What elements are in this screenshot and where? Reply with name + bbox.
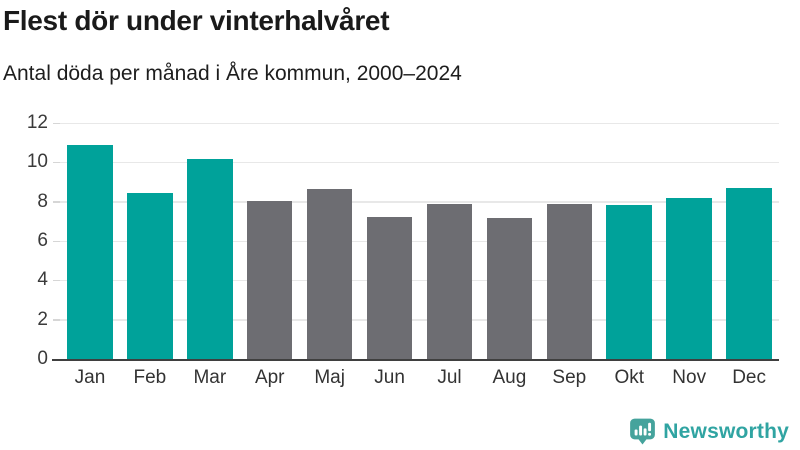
y-tick-mark-2: [53, 319, 60, 321]
bar-mar: [187, 159, 233, 359]
bar-slot-jan: [60, 123, 120, 359]
bar-okt: [606, 204, 653, 359]
x-axis-label-jul: Jul: [437, 367, 462, 388]
y-axis-label-8: 8: [37, 190, 48, 212]
x-axis-label-aug: Aug: [492, 367, 527, 388]
bar-jun: [366, 217, 413, 359]
bar-slot-maj: [300, 123, 360, 359]
bar-jan: [67, 144, 113, 359]
newsworthy-logo: Newsworthy: [629, 418, 789, 445]
bar-jul: [426, 203, 473, 359]
bar-slot-dec: [719, 123, 779, 359]
y-tick-mark-10: [53, 161, 60, 164]
y-tick-mark-8: [53, 201, 60, 203]
chart-title: Flest dör under vinterhalvåret: [3, 5, 390, 36]
y-axis-label-2: 2: [37, 308, 48, 330]
bar-slot-feb: [120, 123, 180, 359]
y-tick-mark-6: [53, 240, 60, 242]
chart-subtitle: Antal döda per månad i Åre kommun, 2000–…: [3, 62, 462, 85]
y-axis-label-6: 6: [37, 230, 48, 251]
x-axis-label-mar: Mar: [193, 367, 227, 388]
bar-series: [60, 123, 779, 359]
y-axis-label-10: 10: [26, 151, 48, 173]
gridline-10: [60, 161, 779, 164]
bar-aug: [486, 218, 533, 359]
y-axis-label-0: 0: [37, 348, 48, 369]
x-axis-label-sep: Sep: [552, 367, 587, 388]
bar-sep: [546, 203, 593, 359]
bar-nov: [666, 197, 712, 359]
gridline-4: [60, 279, 779, 282]
y-axis-label-4: 4: [37, 269, 48, 291]
bar-slot-okt: [599, 123, 659, 359]
bar-slot-apr: [240, 123, 300, 359]
bar-dec: [726, 187, 772, 359]
bar-slot-aug: [479, 123, 539, 359]
x-axis-label-nov: Nov: [672, 367, 707, 388]
bar-slot-jul: [420, 123, 480, 359]
x-axis-line: [52, 358, 779, 361]
y-tick-mark-4: [53, 279, 60, 282]
bar-feb: [127, 192, 173, 359]
gridline-12: [60, 122, 779, 124]
x-axis-label-okt: Okt: [614, 367, 645, 388]
y-axis-label-12: 12: [26, 112, 48, 133]
bar-maj: [306, 188, 353, 359]
x-axis-label-feb: Feb: [133, 367, 167, 388]
x-axis-label-jun: Jun: [374, 367, 405, 388]
bar-slot-sep: [539, 123, 599, 359]
x-axis-label-dec: Dec: [732, 367, 766, 388]
bar-slot-nov: [659, 123, 719, 359]
brand-name: Newsworthy: [663, 419, 789, 443]
bar-slot-mar: [180, 123, 240, 359]
y-tick-mark-12: [53, 122, 60, 124]
x-axis: Jan Feb Mar Apr Maj Jun Jul Aug Sep Okt Nov Dec: [60, 367, 779, 389]
bar-slot-jun: [360, 123, 420, 359]
y-axis: 0 2 4 6 8 10 12: [0, 112, 48, 369]
x-axis-label-maj: Maj: [314, 367, 345, 388]
bar-apr: [246, 200, 293, 359]
gridline-6: [60, 240, 779, 242]
plot-area: [52, 122, 779, 361]
x-axis-label-apr: Apr: [254, 367, 285, 388]
x-axis-label-jan: Jan: [74, 367, 106, 388]
newsworthy-bar-chart-speech-bubble-icon: [630, 418, 656, 445]
gridline-8: [60, 201, 779, 203]
gridline-2: [60, 319, 779, 321]
